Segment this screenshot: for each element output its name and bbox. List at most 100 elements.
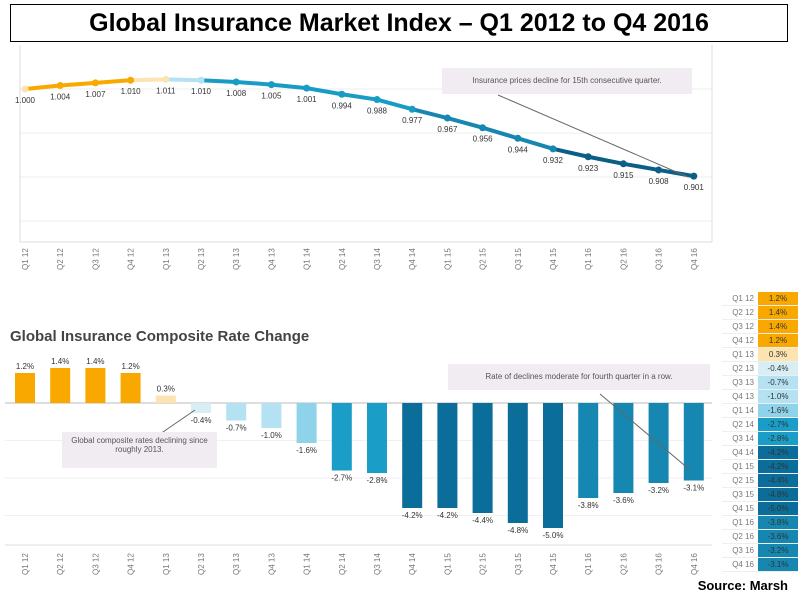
line-data-label: 0.956 [473,135,494,144]
table-row: Q4 16 -3.1% [722,558,798,572]
line-data-label: 1.011 [156,86,176,95]
bar [507,403,528,523]
bar-x-tick-label: Q3 16 [655,553,664,575]
table-value: 1.4% [758,306,798,319]
table-row: Q4 13 -1.0% [722,390,798,404]
line-x-tick-label: Q4 15 [549,248,558,270]
table-quarter: Q2 14 [732,420,754,429]
line-segment [236,79,272,87]
table-quarter: Q4 12 [732,336,754,345]
bar [85,368,106,403]
line-point [338,90,346,98]
line-data-label: 0.908 [649,177,670,186]
line-data-label: 1.008 [226,89,247,98]
bar-x-tick-label: Q4 14 [408,553,417,575]
line-data-label: 1.005 [261,92,282,101]
table-row: Q1 15 -4.2% [722,460,798,474]
line-segment [341,92,378,102]
line-point [584,153,592,161]
line-segment [165,77,202,83]
line-segment [482,125,519,141]
bar-data-label: -0.7% [226,424,247,433]
bar-x-tick-label: Q4 16 [690,553,699,575]
bar [50,368,71,403]
table-quarter: Q2 16 [732,532,754,541]
line-point [127,76,135,84]
bar-x-tick-label: Q1 14 [303,553,312,575]
bar-data-label: 0.3% [157,385,175,394]
line-point [91,79,99,87]
line-point [303,84,311,92]
bar-data-label: -0.4% [191,416,212,425]
line-segment [587,154,624,166]
table-row: Q1 12 1.2% [722,292,798,306]
table-value: -5.0% [758,502,798,515]
line-data-label: 0.944 [508,145,529,154]
bar-annotation-left: Global composite rates declining since r… [62,432,217,468]
table-value: -2.7% [758,418,798,431]
line-data-label: 1.001 [297,95,318,104]
bar-x-tick-label: Q2 14 [338,553,347,575]
table-quarter: Q1 14 [732,406,754,415]
line-data-label: 1.004 [50,92,71,101]
bar-x-tick-label: Q1 15 [443,553,452,575]
line-segment [411,107,448,120]
line-x-tick-label: Q3 13 [232,248,241,270]
line-data-label: 1.000 [15,96,36,105]
table-value: -4.8% [758,488,798,501]
source-label: Source: Marsh [697,578,788,593]
bar-data-label: -1.6% [296,446,317,455]
bar-data-label: 1.2% [16,362,34,371]
bar-x-tick-label: Q1 12 [21,553,30,575]
annotation-pointer [497,94,689,178]
table-quarter: Q2 15 [732,476,754,485]
table-row: Q3 16 -3.2% [722,544,798,558]
table-value: -0.7% [758,376,798,389]
table-quarter: Q1 16 [732,518,754,527]
bar-x-tick-label: Q3 12 [91,553,100,575]
line-segment [60,80,96,88]
table-quarter: Q2 12 [732,308,754,317]
bar-x-tick-label: Q3 13 [232,553,241,575]
bar-x-tick-label: Q2 12 [56,553,65,575]
bar-data-label: 1.4% [51,357,69,366]
table-quarter: Q3 14 [732,434,754,443]
annotation-pointer [599,393,691,471]
bar-data-label: -3.2% [648,486,669,495]
page-title: Global Insurance Market Index – Q1 2012 … [10,4,788,42]
bar-x-tick-label: Q2 15 [479,553,488,575]
line-x-tick-label: Q3 14 [373,248,382,270]
bar-data-label: -3.8% [578,501,599,510]
bar-data-label: -2.7% [331,474,352,483]
line-point [21,85,29,93]
bar-chart-title: Global Insurance Composite Rate Change [10,328,310,345]
table-row: Q3 12 1.4% [722,320,798,334]
bar [367,403,387,473]
line-segment [552,146,589,159]
line-data-label: 0.901 [684,183,705,192]
bar-x-tick-label: Q2 13 [197,553,206,575]
table-row: Q2 12 1.4% [722,306,798,320]
bar [261,403,282,428]
bar-data-label: -4.2% [437,511,458,520]
table-row: Q2 14 -2.7% [722,418,798,432]
bar-x-tick-label: Q1 13 [162,553,171,575]
line-point [408,105,416,113]
line-segment [658,167,695,179]
bar-data-label: -3.1% [683,484,704,493]
line-data-label: 0.923 [578,164,599,173]
table-value: 1.4% [758,320,798,333]
line-point [56,81,64,89]
table-value: -4.2% [758,460,798,473]
line-point [373,96,381,104]
table-value: -3.6% [758,530,798,543]
bar-x-tick-label: Q4 13 [267,553,276,575]
bar-data-label: 1.4% [86,357,104,366]
line-x-tick-label: Q4 13 [267,248,276,270]
table-quarter: Q1 12 [732,294,754,303]
bar [15,373,35,403]
bar-x-tick-label: Q3 14 [373,553,382,575]
line-segment [24,83,61,91]
table-quarter: Q1 13 [732,350,754,359]
table-row: Q4 14 -4.2% [722,446,798,460]
